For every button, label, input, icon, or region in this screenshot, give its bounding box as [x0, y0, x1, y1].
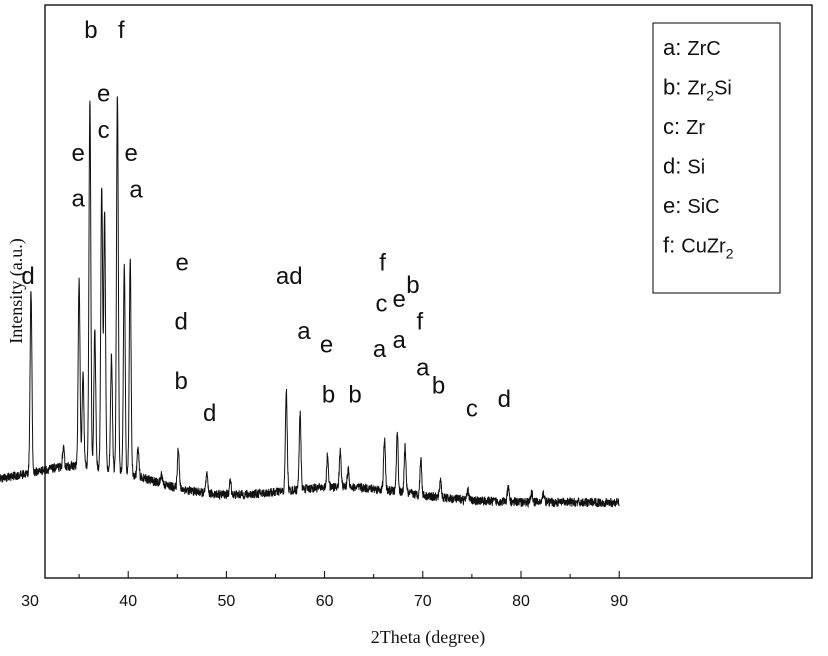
legend-phase: Zr	[686, 117, 705, 139]
x-tick-label: 90	[610, 593, 628, 610]
peak-label: b	[84, 17, 97, 44]
peak-label: ad	[276, 263, 303, 290]
x-axis-title: 2Theta (degree)	[371, 627, 485, 648]
peak-label: e	[176, 249, 189, 276]
x-axis-tick-labels: 2030405060708090	[21, 593, 628, 610]
y-axis-title: Intensity (a.u.)	[6, 238, 27, 343]
legend-phase: ZrC	[687, 38, 720, 60]
legend-entry: c: Zr	[663, 114, 705, 139]
x-tick-label: 30	[21, 593, 39, 610]
peak-label: a	[416, 354, 430, 381]
x-tick-label: 70	[414, 593, 432, 610]
legend-entry: b: Zr2Si	[663, 75, 732, 104]
legend-colon: :	[675, 75, 681, 100]
legend-entry: d: Si	[663, 154, 705, 179]
legend-key: c	[663, 114, 674, 139]
legend-key: e	[663, 193, 675, 218]
legend-key: d	[663, 154, 675, 179]
plot-frame	[44, 4, 813, 579]
peak-label: a	[129, 176, 143, 203]
legend-entry: a: ZrC	[663, 35, 721, 60]
x-tick-label: 50	[218, 593, 236, 610]
x-tick-label: 60	[316, 593, 334, 610]
peak-label: f	[118, 17, 125, 44]
legend-phase-tail: Si	[714, 78, 732, 100]
peak-label: a	[297, 318, 311, 345]
legend-key: b	[663, 75, 675, 100]
peak-label: b	[432, 373, 445, 400]
peak-label: b	[348, 382, 361, 409]
legend-subscript: 2	[706, 88, 714, 104]
legend-phase: Si	[687, 157, 705, 179]
peak-label: e	[71, 140, 84, 167]
legend-entry: f: CuZr2	[663, 233, 734, 262]
legend-colon: :	[675, 154, 681, 179]
legend-key: a	[663, 35, 676, 60]
legend-phase: SiC	[687, 196, 719, 218]
peak-label: b	[175, 368, 188, 395]
peak-label: f	[379, 249, 386, 276]
peak-label: a	[71, 186, 85, 213]
legend-colon: :	[675, 193, 681, 218]
peak-label: c	[466, 395, 478, 422]
peak-label: d	[175, 309, 188, 336]
peak-label: a	[393, 327, 407, 354]
peak-label: d	[203, 400, 216, 427]
peak-label: e	[393, 286, 406, 313]
peak-label: c	[376, 290, 388, 317]
peak-label: d	[498, 386, 511, 413]
legend-box	[652, 22, 781, 294]
legend-colon: :	[675, 35, 681, 60]
peak-label: a	[373, 336, 387, 363]
peak-label: e	[97, 81, 110, 108]
peak-label: c	[98, 117, 110, 144]
legend-colon: :	[674, 114, 680, 139]
legend-subscript: 2	[726, 246, 734, 262]
x-tick-label: 40	[119, 593, 137, 610]
peak-label: b	[322, 382, 335, 409]
peak-label: e	[320, 332, 333, 359]
legend-key: f	[663, 233, 670, 258]
peak-label: f	[417, 309, 424, 336]
legend-entry: e: SiC	[663, 193, 720, 218]
xrd-pattern-line	[0, 96, 620, 509]
peak-label: e	[124, 140, 137, 167]
peak-label: b	[406, 272, 419, 299]
x-axis-ticks	[78, 571, 620, 578]
legend-colon: :	[669, 233, 675, 258]
peak-label: d	[21, 263, 34, 290]
legend-phase: CuZr	[681, 236, 726, 258]
legend-phase: Zr	[687, 78, 706, 100]
x-tick-label: 80	[512, 593, 530, 610]
